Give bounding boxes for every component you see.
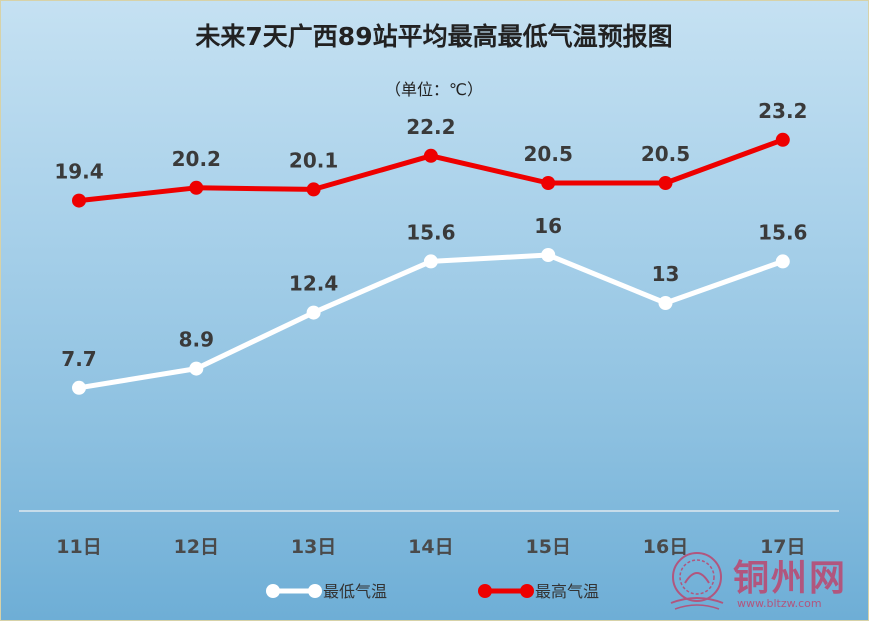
data-point <box>775 254 790 269</box>
data-point <box>423 148 438 163</box>
x-tick-label: 12日 <box>174 536 219 558</box>
chart-subtitle: （单位：℃） <box>385 80 483 99</box>
data-point <box>72 193 86 208</box>
data-label: 20.2 <box>172 147 221 171</box>
data-label: 20.1 <box>289 148 338 172</box>
legend-marker <box>308 584 322 598</box>
data-point <box>658 296 673 310</box>
legend-marker <box>520 584 534 598</box>
x-tick-label: 11日 <box>56 536 101 558</box>
data-label: 16 <box>534 214 562 238</box>
x-tick-label: 17日 <box>760 536 805 558</box>
data-point <box>658 176 673 190</box>
data-label: 19.4 <box>54 160 103 184</box>
data-point <box>189 180 204 195</box>
data-point <box>541 176 556 190</box>
tongzhou-logo-icon <box>670 552 724 610</box>
watermark-text: 铜州网 <box>733 557 848 599</box>
data-label: 7.7 <box>61 347 96 371</box>
x-tick-label: 16日 <box>643 536 688 558</box>
series-0: 7.7 8.9 12.4 15.6 16 13 15.6 <box>61 214 807 395</box>
data-label: 20.5 <box>524 142 573 166</box>
legend-item-0: 最低气温 <box>266 582 387 601</box>
series-1: 19.4 20.2 20.1 22.2 20.5 20.5 23.2 <box>54 99 807 208</box>
x-tick-label: 14日 <box>408 536 453 558</box>
legend: 最低气温 最高气温 <box>266 582 599 601</box>
data-label: 22.2 <box>406 115 455 139</box>
data-point <box>541 248 556 262</box>
chart-title: 未来7天广西89站平均最高最低气温预报图 <box>195 22 672 51</box>
data-point <box>306 182 321 197</box>
legend-item-1: 最高气温 <box>478 582 599 601</box>
legend-label: 最低气温 <box>323 582 387 601</box>
data-point <box>72 380 86 395</box>
data-point <box>189 361 204 376</box>
x-tick-label: 13日 <box>291 536 336 558</box>
legend-marker <box>266 584 280 598</box>
data-label: 23.2 <box>758 99 807 123</box>
data-label: 20.5 <box>641 142 690 166</box>
data-label: 13 <box>652 262 680 286</box>
data-label: 15.6 <box>758 220 807 244</box>
x-tick-label: 15日 <box>525 536 570 558</box>
watermark: 铜州网 www.bltzw.com <box>665 547 865 617</box>
legend-label: 最高气温 <box>535 582 599 601</box>
data-point <box>306 305 321 320</box>
watermark-url: www.bltzw.com <box>737 597 822 610</box>
data-label: 12.4 <box>289 272 338 296</box>
data-label: 15.6 <box>406 220 455 244</box>
data-label: 8.9 <box>179 328 214 352</box>
data-point <box>775 132 790 147</box>
legend-marker <box>478 584 492 598</box>
data-point <box>423 254 438 269</box>
